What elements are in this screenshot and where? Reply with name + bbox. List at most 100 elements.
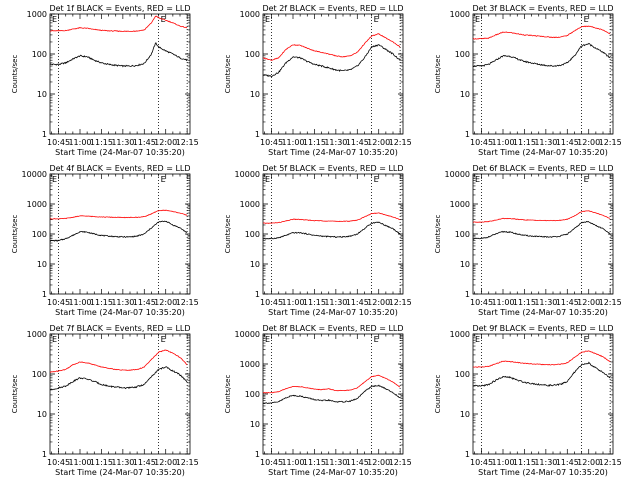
detector-panel: Det 3f BLACK = Events, RED = LLD 1 10 100 10… <box>434 4 622 157</box>
y-axis-label: Counts/sec <box>11 215 19 254</box>
x-tick-label: 11:45 <box>133 298 156 307</box>
y-tick-label: 1 <box>255 130 260 139</box>
lld-series-line <box>263 212 401 224</box>
x-tick-label: 11:30 <box>534 298 557 307</box>
x-axis-label: Start Time (24-Mar-07 10:35:20) <box>55 308 185 317</box>
panel-title: Det 1f BLACK = Events, RED = LLD <box>49 4 190 13</box>
y-tick-label: 10000 <box>235 170 260 179</box>
y-tick-label: 10 <box>37 260 47 269</box>
detector-panel: Det 6f BLACK = Events, RED = LLD 1 10 100 10… <box>434 164 622 317</box>
x-tick-label: 12:15 <box>599 458 622 467</box>
events-series-line <box>262 44 401 77</box>
x-axis-label: Start Time (24-Mar-07 10:35:20) <box>268 308 398 317</box>
x-axis-label: Start Time (24-Mar-07 10:35:20) <box>268 468 398 477</box>
x-tick-label: 11:15 <box>513 458 536 467</box>
events-series-line <box>49 42 188 68</box>
y-axis-label: Counts/sec <box>434 55 442 94</box>
corner-mark-right: E <box>584 175 589 184</box>
plot-frame <box>472 333 614 455</box>
x-tick-label: 12:00 <box>577 138 600 147</box>
corner-mark-left: E <box>265 175 270 184</box>
corner-mark-right: E <box>161 175 166 184</box>
panel-title: Det 7f BLACK = Events, RED = LLD <box>49 324 190 333</box>
x-tick-label: 11:15 <box>513 138 536 147</box>
detector-panel: Det 4f BLACK = Events, RED = LLD 1 10 100 10… <box>11 164 199 317</box>
y-tick-label: 1 <box>42 130 47 139</box>
lld-series-line <box>262 374 401 394</box>
corner-mark-right: E <box>374 15 379 24</box>
x-tick-label: 11:30 <box>324 458 347 467</box>
y-tick-label: 10000 <box>445 170 470 179</box>
x-tick-label: 12:15 <box>176 298 199 307</box>
x-tick-label: 12:15 <box>599 138 622 147</box>
x-tick-label: 11:30 <box>111 458 134 467</box>
x-tick-label: 10:45 <box>260 458 283 467</box>
y-tick-label: 10 <box>37 90 47 99</box>
detector-panel: Det 7f BLACK = Events, RED = LLD 1 10 100 10… <box>11 324 199 477</box>
panel-title: Det 4f BLACK = Events, RED = LLD <box>49 164 190 173</box>
x-tick-label: 11:00 <box>281 138 304 147</box>
x-tick-label: 11:30 <box>534 458 557 467</box>
corner-mark-left: E <box>52 15 57 24</box>
panel-title: Det 3f BLACK = Events, RED = LLD <box>472 4 613 13</box>
events-series-line <box>472 220 611 240</box>
corner-mark-left: E <box>52 335 57 344</box>
plot-frame <box>49 13 191 135</box>
plot-frame <box>262 13 404 135</box>
x-tick-label: 11:00 <box>68 138 91 147</box>
x-tick-label: 11:00 <box>68 458 91 467</box>
y-tick-label: 1 <box>465 290 470 299</box>
y-tick-label: 100 <box>245 390 260 399</box>
y-axis-label: Counts/sec <box>11 375 19 414</box>
panel-title: Det 2f BLACK = Events, RED = LLD <box>262 4 403 13</box>
x-tick-label: 10:45 <box>47 298 70 307</box>
plot-frame <box>472 173 614 295</box>
y-axis-label: Counts/sec <box>224 375 232 414</box>
y-axis-label: Counts/sec <box>434 215 442 254</box>
y-tick-label: 1000 <box>240 200 260 209</box>
x-tick-label: 12:00 <box>154 138 177 147</box>
x-tick-label: 11:45 <box>346 298 369 307</box>
x-tick-label: 12:00 <box>577 458 600 467</box>
y-tick-label: 10 <box>460 90 470 99</box>
events-series-line <box>472 361 611 388</box>
y-tick-label: 10000 <box>22 170 47 179</box>
plot-frame <box>262 173 404 295</box>
x-axis-label: Start Time (24-Mar-07 10:35:20) <box>478 308 608 317</box>
y-tick-label: 1 <box>465 450 470 459</box>
y-tick-label: 1000 <box>240 10 260 19</box>
plot-frame <box>49 333 191 455</box>
corner-mark-right: E <box>584 335 589 344</box>
x-tick-label: 11:30 <box>324 298 347 307</box>
x-tick-label: 11:00 <box>491 458 514 467</box>
x-tick-label: 11:15 <box>303 138 326 147</box>
lld-series-line <box>472 25 611 40</box>
y-tick-label: 10 <box>250 90 260 99</box>
x-tick-label: 11:30 <box>324 138 347 147</box>
x-tick-label: 10:45 <box>260 138 283 147</box>
x-tick-label: 11:15 <box>303 298 326 307</box>
y-tick-label: 1000 <box>450 330 470 339</box>
corner-mark-right: E <box>161 15 166 24</box>
x-tick-label: 12:00 <box>154 298 177 307</box>
x-tick-label: 11:45 <box>133 458 156 467</box>
detector-panel: Det 9f BLACK = Events, RED = LLD 1 10 100 10… <box>434 324 622 477</box>
detector-panel: Det 2f BLACK = Events, RED = LLD 1 10 100 10… <box>224 4 412 157</box>
x-tick-label: 12:15 <box>176 458 199 467</box>
x-axis-label: Start Time (24-Mar-07 10:35:20) <box>268 148 398 157</box>
x-tick-label: 11:00 <box>491 138 514 147</box>
y-tick-label: 100 <box>455 370 470 379</box>
y-tick-label: 100 <box>32 50 47 59</box>
y-axis-label: Counts/sec <box>224 215 232 254</box>
y-tick-label: 1 <box>255 290 260 299</box>
panel-title: Det 9f BLACK = Events, RED = LLD <box>472 324 613 333</box>
events-series-line <box>262 221 401 240</box>
x-tick-label: 10:45 <box>47 458 70 467</box>
y-tick-label: 100 <box>455 230 470 239</box>
x-tick-label: 12:15 <box>389 138 412 147</box>
x-axis-label: Start Time (24-Mar-07 10:35:20) <box>478 148 608 157</box>
x-tick-label: 10:45 <box>470 298 493 307</box>
x-tick-label: 11:30 <box>111 298 134 307</box>
y-tick-label: 100 <box>245 230 260 239</box>
plot-frame <box>262 333 404 455</box>
